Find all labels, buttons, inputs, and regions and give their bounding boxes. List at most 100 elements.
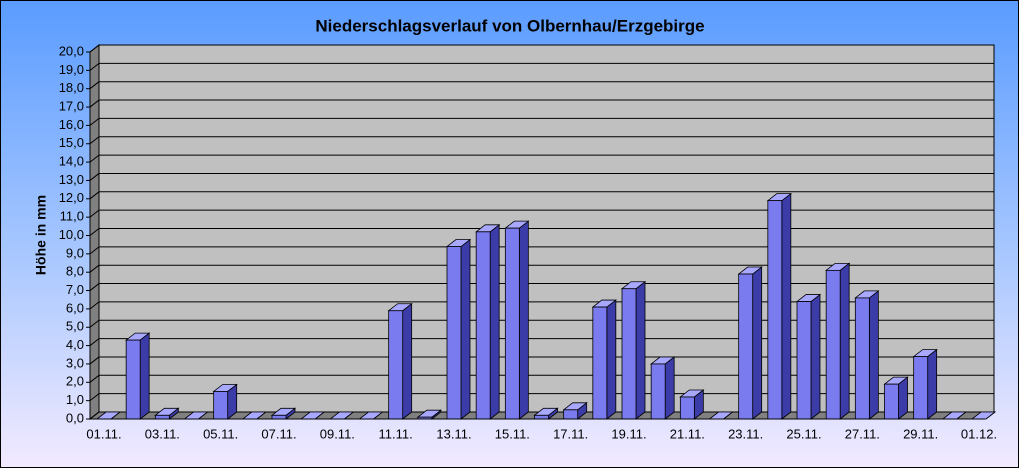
- bar: [825, 269, 841, 420]
- bar-group: [533, 407, 559, 420]
- y-tick-label: 14,0: [59, 154, 84, 169]
- grid-line-depth: [89, 136, 100, 145]
- bar-side: [868, 290, 879, 420]
- bar: [213, 391, 229, 420]
- x-tick-label: 23.11.: [728, 426, 763, 441]
- bar: [592, 306, 608, 420]
- bar: [621, 288, 637, 420]
- grid-line-depth: [89, 264, 100, 273]
- bar-group: [562, 402, 588, 420]
- grid-line-depth: [89, 44, 100, 53]
- y-tick-label: 9,0: [66, 245, 84, 260]
- plot-area: 0,0 1,0 2,0 3,0 4,0 5,0 6,0 7,0 8,0 9,0 10,0 11,0 12…: [59, 43, 997, 441]
- x-tick-label: 13.11.: [436, 426, 471, 441]
- y-tick-label: 0,0: [66, 410, 84, 425]
- y-tick-label: 7,0: [66, 282, 84, 297]
- grid-line-depth: [89, 62, 100, 71]
- x-tick-label: 05.11.: [203, 426, 238, 441]
- grid-line-depth: [89, 319, 100, 328]
- bar: [854, 297, 870, 420]
- y-tick-label: 20,0: [59, 43, 84, 58]
- y-tick-label: 11,0: [60, 209, 84, 224]
- grid-line-depth: [89, 301, 100, 310]
- y-tick-label: 10,0: [59, 227, 84, 242]
- bar: [446, 246, 462, 420]
- bar-side: [664, 356, 675, 420]
- bar-side: [927, 348, 938, 420]
- bar-group: [854, 290, 880, 420]
- x-tick-label: 11.11.: [379, 426, 413, 441]
- bar-side: [518, 220, 529, 420]
- bar-side: [839, 262, 850, 420]
- grid-line-depth: [89, 228, 100, 236]
- y-tick-label: 18,0: [59, 80, 84, 95]
- x-tick-label: 29.11.: [903, 426, 938, 441]
- bar: [534, 414, 549, 420]
- bar: [271, 414, 287, 420]
- x-tick-label: 03.11.: [145, 426, 180, 441]
- bar-group: [475, 224, 501, 420]
- grid-line-depth: [89, 118, 100, 126]
- y-tick-label: 4,0: [66, 337, 84, 352]
- grid-line-depth: [89, 81, 100, 90]
- bar: [884, 383, 899, 420]
- bar-group: [766, 192, 792, 420]
- x-tick-label: 17.11.: [553, 426, 588, 441]
- bar-side: [781, 192, 792, 420]
- bar-group: [416, 409, 442, 420]
- grid-line-depth: [89, 99, 100, 108]
- grid-line-depth: [89, 154, 100, 163]
- y-tick-label: 19,0: [59, 62, 84, 77]
- bar: [650, 363, 666, 420]
- y-tick-label: 6,0: [66, 300, 84, 315]
- bar-group: [912, 348, 938, 420]
- bar: [913, 356, 929, 420]
- grid-line-depth: [89, 338, 100, 346]
- bar-side: [810, 293, 821, 420]
- bar: [767, 200, 783, 420]
- y-tick-label: 13,0: [59, 172, 84, 187]
- grid-line-depth: [89, 374, 100, 383]
- x-tick-label: 25.11.: [786, 426, 821, 441]
- x-tick-label: 21.11.: [670, 426, 705, 441]
- x-tick-label: 09.11.: [320, 426, 355, 441]
- y-tick-label: 5,0: [66, 319, 84, 334]
- y-axis-label: Höhe in mm: [33, 195, 49, 275]
- grid-line-depth: [89, 356, 100, 365]
- bar: [388, 310, 404, 420]
- bar: [563, 409, 579, 420]
- bar: [504, 227, 520, 420]
- grid-line-depth: [89, 393, 100, 402]
- bar-group: [737, 266, 763, 420]
- y-tick-label: 1,0: [66, 392, 84, 407]
- bar-group: [270, 407, 297, 420]
- bar-side: [402, 302, 413, 420]
- x-tick-label: 07.11.: [261, 426, 296, 441]
- x-tick-label: 27.11.: [845, 426, 880, 441]
- bar-group: [154, 407, 180, 420]
- y-tick-label: 12,0: [59, 190, 84, 205]
- y-tick-label: 15,0: [59, 135, 84, 150]
- y-tick-label: 17,0: [59, 98, 84, 113]
- bar-group: [679, 389, 705, 420]
- chart-title: Niederschlagsverlauf von Olbernhau/Erzge…: [315, 16, 704, 35]
- bar: [475, 231, 491, 420]
- y-tick-label: 16,0: [59, 117, 84, 132]
- bar-side: [635, 280, 646, 420]
- grid-line-depth: [89, 283, 100, 291]
- bar: [154, 414, 170, 420]
- bar: [738, 273, 754, 420]
- bar: [679, 396, 695, 420]
- y-tick-label: 8,0: [66, 264, 84, 279]
- bar-group: [504, 220, 530, 420]
- bar-group: [883, 376, 909, 420]
- bar-side: [752, 266, 763, 420]
- x-tick-label: 19.11.: [611, 426, 646, 441]
- y-tick-label: 3,0: [66, 355, 84, 370]
- x-tick-label: 01.11.: [86, 426, 121, 441]
- bar-group: [212, 383, 238, 420]
- grid-line-depth: [89, 191, 100, 200]
- bar-group: [445, 238, 472, 420]
- bar-side: [139, 332, 150, 420]
